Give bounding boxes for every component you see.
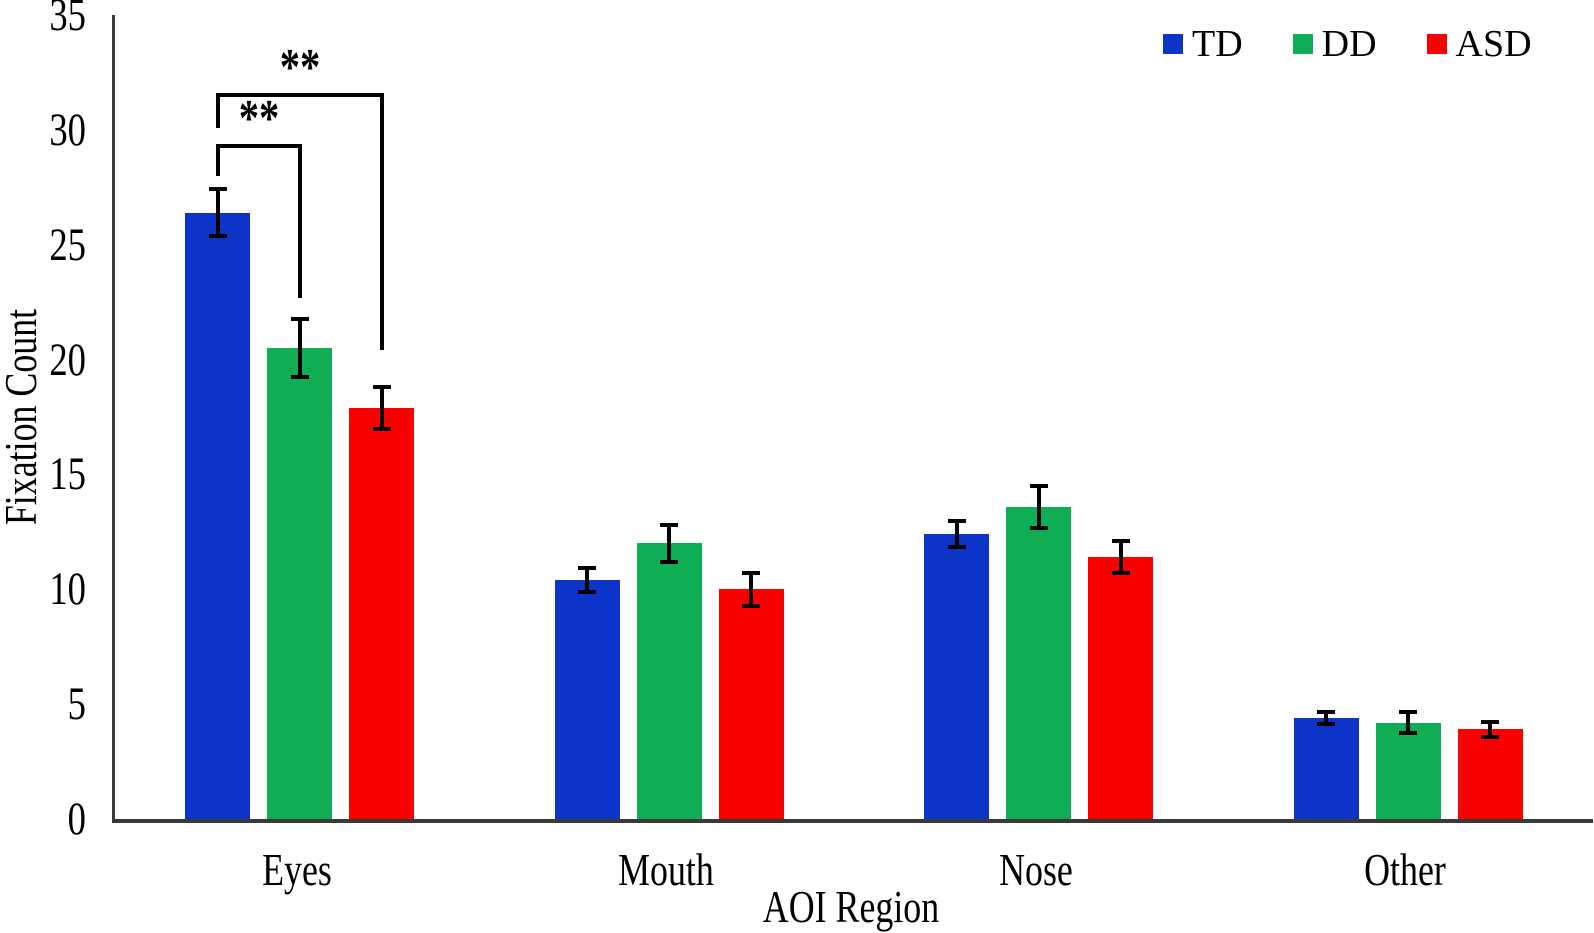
- error-bar-stem: [297, 317, 302, 380]
- td-legend-label: TD: [1192, 23, 1243, 65]
- bar-other-dd: [1375, 722, 1441, 819]
- error-bar-nose-dd: [1029, 483, 1048, 530]
- td-legend-swatch-icon: [1163, 34, 1183, 54]
- error-bar-other-dd: [1399, 709, 1418, 736]
- legend-item-asd: ASD: [1426, 23, 1532, 65]
- legend-item-dd: DD: [1292, 23, 1377, 65]
- y-tick-label-10: 10: [49, 563, 86, 616]
- legend: TD DD ASD: [1163, 23, 1532, 65]
- x-tick-label-mouth: Mouth: [618, 844, 715, 895]
- significance-bracket-2-left-arm: [215, 93, 220, 128]
- error-bar-mouth-asd: [742, 570, 761, 608]
- error-bar-nose-asd: [1111, 538, 1130, 576]
- bar-mouth-td: [554, 580, 620, 819]
- error-bar-stem: [1118, 538, 1123, 576]
- error-bar-stem: [1488, 720, 1493, 739]
- bar-mouth-dd: [636, 543, 702, 819]
- dd-legend-label: DD: [1321, 23, 1377, 65]
- significance-bracket-2-right-arm: [379, 93, 384, 351]
- y-tick-label-35: 35: [49, 0, 86, 41]
- significance-bracket-1-right-arm: [297, 143, 302, 298]
- error-bar-stem: [1406, 709, 1411, 736]
- x-tick-label-other: Other: [1364, 844, 1447, 895]
- error-bar-cap-bottom: [578, 589, 597, 594]
- error-bar-cap-bottom: [1399, 731, 1418, 736]
- bar-other-td: [1293, 717, 1359, 819]
- error-bar-eyes-dd: [290, 317, 309, 380]
- error-bar-nose-td: [947, 519, 966, 550]
- error-bar-cap-bottom: [947, 545, 966, 550]
- error-bar-mouth-dd: [660, 522, 679, 564]
- bar-nose-td: [924, 534, 990, 819]
- significance-label-1: **: [238, 89, 280, 147]
- error-bar-stem: [1324, 709, 1329, 726]
- error-bar-cap-bottom: [1481, 734, 1500, 739]
- error-bar-cap-bottom: [290, 375, 309, 380]
- bar-eyes-td: [185, 212, 251, 819]
- x-axis-title: AOI Region: [762, 881, 940, 932]
- bar-other-asd: [1457, 729, 1523, 819]
- error-bar-stem: [215, 187, 220, 238]
- error-bar-cap-bottom: [1111, 571, 1130, 576]
- bar-eyes-asd: [349, 407, 415, 819]
- error-bar-other-td: [1317, 709, 1336, 726]
- y-tick-label-5: 5: [67, 678, 86, 731]
- significance-label-2: **: [279, 39, 321, 97]
- plot-area: ** **: [112, 15, 1593, 823]
- error-bar-cap-bottom: [1317, 721, 1336, 726]
- error-bar-other-asd: [1481, 720, 1500, 739]
- bar-nose-dd: [1006, 506, 1072, 819]
- error-bar-eyes-asd: [372, 384, 391, 431]
- significance-bracket-1-bar: [215, 143, 302, 148]
- bar-mouth-asd: [718, 589, 784, 819]
- dd-legend-swatch-icon: [1292, 34, 1313, 54]
- bar-nose-asd: [1088, 557, 1154, 819]
- asd-legend-swatch-icon: [1426, 34, 1447, 54]
- significance-bracket-1-left-arm: [215, 143, 220, 176]
- y-tick-label-15: 15: [49, 448, 86, 501]
- y-axis-title: Fixation Count: [0, 308, 46, 526]
- error-bar-cap-bottom: [1029, 525, 1048, 530]
- error-bar-stem: [749, 570, 754, 608]
- error-bar-stem: [585, 566, 590, 594]
- error-bar-eyes-td: [208, 187, 227, 238]
- y-tick-label-30: 30: [49, 103, 86, 156]
- bar-eyes-dd: [267, 348, 333, 819]
- error-bar-stem: [667, 522, 672, 564]
- error-bar-cap-bottom: [372, 426, 391, 431]
- asd-legend-label: ASD: [1455, 23, 1532, 65]
- y-tick-label-25: 25: [49, 218, 86, 271]
- error-bar-cap-bottom: [742, 603, 761, 608]
- error-bar-cap-bottom: [208, 233, 227, 238]
- error-bar-cap-bottom: [660, 560, 679, 564]
- x-tick-label-eyes: Eyes: [261, 844, 332, 895]
- error-bar-mouth-td: [578, 566, 597, 594]
- x-tick-label-nose: Nose: [998, 844, 1073, 895]
- y-tick-label-0: 0: [67, 793, 86, 845]
- error-bar-stem: [379, 384, 384, 431]
- legend-item-td: TD: [1163, 23, 1243, 65]
- error-bar-stem: [954, 519, 959, 550]
- y-tick-label-20: 20: [49, 333, 86, 386]
- significance-bracket-2-bar: [215, 93, 384, 98]
- error-bar-stem: [1036, 483, 1041, 530]
